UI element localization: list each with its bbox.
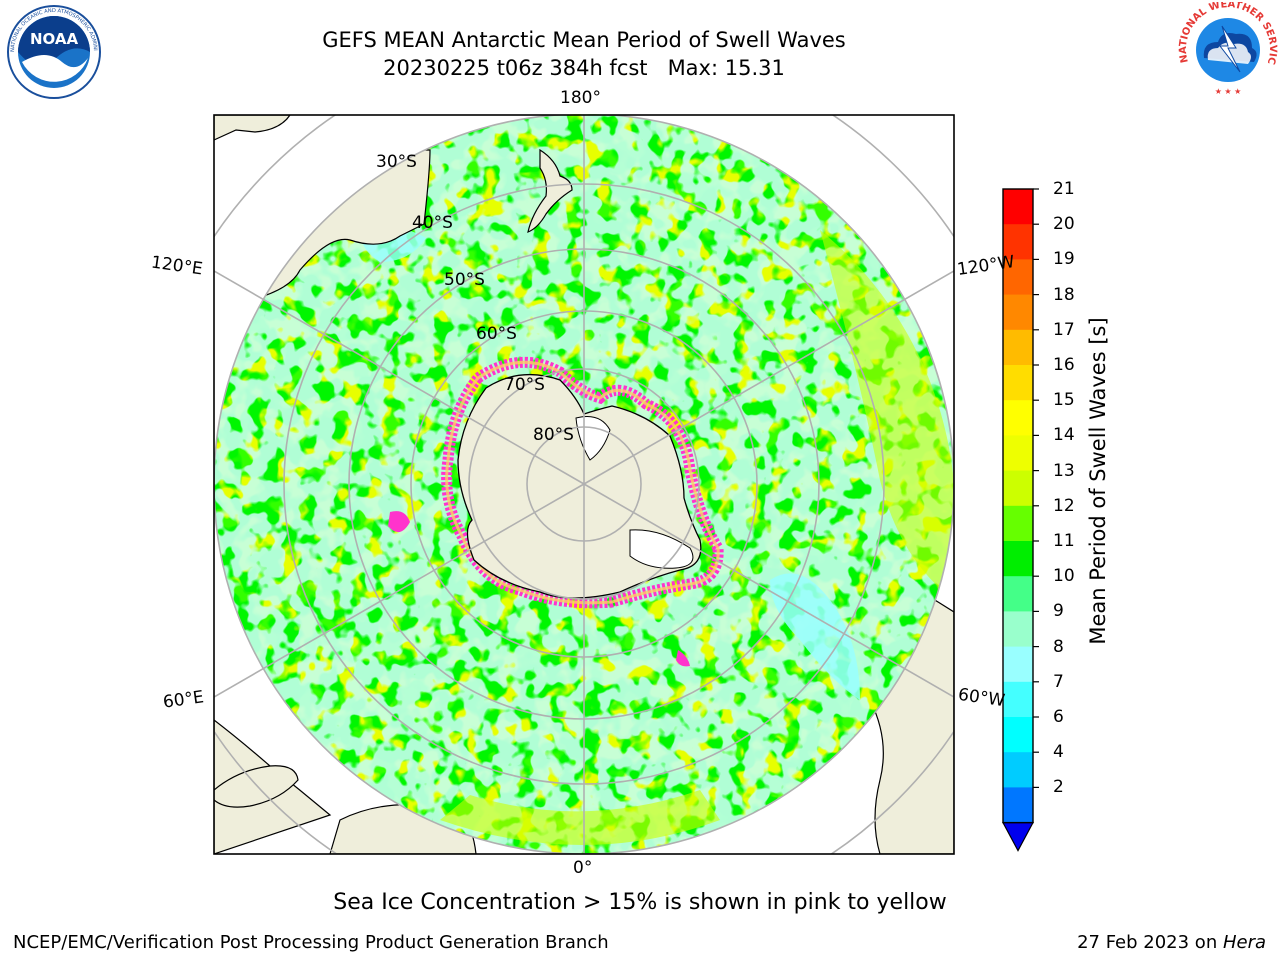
colorbar-band: [1003, 576, 1033, 612]
colorbar-tick-label: 7: [1053, 671, 1064, 692]
colorbar-tick-label: 20: [1053, 214, 1075, 235]
colorbar-tick-label: 10: [1053, 566, 1075, 587]
colorbar-tick-label: 19: [1053, 249, 1075, 270]
colorbar: [1001, 188, 1039, 852]
colorbar-band: [1003, 365, 1033, 401]
svg-text:★ ★ ★: ★ ★ ★: [1215, 87, 1242, 96]
colorbar-extend-arrow: [1001, 822, 1035, 852]
land-new-zealand: [527, 148, 573, 233]
map-title: GEFS MEAN Antarctic Mean Period of Swell…: [322, 28, 846, 52]
colorbar-tick-label: 16: [1053, 355, 1075, 375]
colorbar-band: [1003, 505, 1033, 542]
graticule: [214, 115, 954, 854]
lat-label-50s: 50°S: [444, 270, 485, 290]
lon-label-0: 0°: [573, 858, 593, 878]
colorbar-tick-label: 21: [1053, 179, 1075, 199]
colorbar-tick-label: 4: [1053, 742, 1064, 763]
colorbar-band: [1003, 224, 1033, 260]
colorbar-tick-label: 2: [1053, 777, 1064, 798]
colorbar-tick-label: 12: [1053, 495, 1075, 516]
colorbar-tick-label: 9: [1053, 601, 1064, 622]
lon-label-180: 180°: [560, 88, 601, 108]
nws-logo: NATIONAL WEATHER SERVICE ★ ★ ★: [1175, 0, 1278, 98]
colorbar-tick-label: 14: [1053, 425, 1075, 446]
sea-ice-caption: Sea Ice Concentration > 15% is shown in …: [333, 890, 947, 915]
colorbar-band: [1003, 435, 1033, 472]
colorbar-band: [1003, 752, 1033, 788]
colorbar-band: [1003, 787, 1033, 824]
noaa-logo-text: NOAA: [30, 30, 79, 48]
lat-label-60s: 60°S: [476, 324, 517, 344]
lat-label-30s: 30°S: [376, 152, 417, 172]
colorbar-tick-label: 17: [1053, 319, 1075, 340]
colorbar-band: [1003, 681, 1033, 718]
colorbar-band: [1003, 259, 1033, 296]
land-top-left: [214, 115, 291, 141]
colorbar-band: [1003, 611, 1033, 648]
colorbar-band: [1003, 717, 1033, 753]
colorbar-band: [1003, 400, 1033, 436]
lat-label-80s: 80°S: [533, 425, 574, 445]
footer-date-text: 27 Feb 2023 on: [1077, 932, 1223, 953]
colorbar-band: [1003, 329, 1033, 366]
colorbar-tick-label: 8: [1053, 636, 1064, 657]
colorbar-band: [1003, 646, 1033, 683]
footer-credit: NCEP/EMC/Verification Post Processing Pr…: [13, 932, 609, 953]
colorbar-tick-label: 15: [1053, 390, 1075, 411]
noaa-logo: NOAA NATIONAL OCEANIC AND ATMOSPHERIC AD…: [3, 0, 102, 100]
colorbar-band: [1003, 541, 1033, 577]
colorbar-tick-label: 13: [1053, 460, 1075, 481]
colorbar-tick-label: 18: [1053, 284, 1075, 305]
colorbar-band: [1003, 189, 1033, 225]
footer-date: 27 Feb 2023 on Hera: [1077, 932, 1266, 953]
lat-label-70s: 70°S: [504, 375, 545, 395]
colorbar-band: [1003, 294, 1033, 331]
lat-label-40s: 40°S: [412, 213, 453, 233]
map-subtitle: 20230225 t06z 384h fcst Max: 15.31: [383, 56, 785, 80]
map-frame: [213, 114, 955, 855]
colorbar-tick-label: 6: [1053, 707, 1064, 727]
colorbar-label: Mean Period of Swell Waves [s]: [1086, 317, 1110, 645]
colorbar-band: [1003, 470, 1033, 507]
footer-host: Hera: [1222, 932, 1266, 953]
colorbar-tick-label: 11: [1053, 531, 1075, 551]
